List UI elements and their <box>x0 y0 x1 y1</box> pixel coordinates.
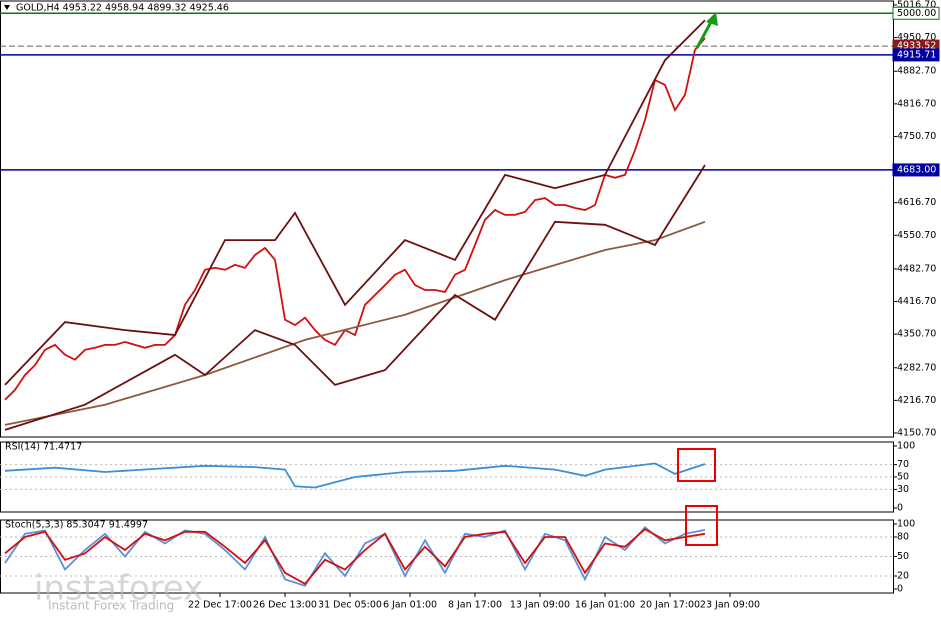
x-tick-label: 8 Jan 17:00 <box>448 600 502 611</box>
indicator-title: RSI(14) 71.4717 <box>5 442 82 453</box>
highlight-box <box>685 505 718 546</box>
price-label: 4915.71 <box>897 49 936 60</box>
y-tick-label: 4550.70 <box>897 230 936 241</box>
y-tick-label: 4950.70 <box>897 32 936 43</box>
chart-title: GOLD,H4 4953.22 4958.94 4899.32 4925.46 <box>16 3 229 14</box>
watermark-tagline: Instant Forex Trading <box>48 599 174 613</box>
price-label: 4683.00 <box>897 164 936 175</box>
x-tick-label: 16 Jan 01:00 <box>575 600 635 611</box>
y-tick-label: 70 <box>897 459 909 470</box>
y-tick-label: 4616.70 <box>897 197 936 208</box>
y-tick-label: 30 <box>897 484 909 495</box>
x-tick-label: 20 Jan 17:00 <box>640 600 700 611</box>
x-tick-label: 22 Dec 17:00 <box>188 600 252 611</box>
series-line <box>4 164 706 431</box>
watermark-brand: instaforex <box>34 569 203 609</box>
y-tick-label: 20 <box>897 571 909 582</box>
series-line <box>4 528 706 585</box>
y-tick-label: 4282.70 <box>897 362 936 373</box>
y-tick-label: 100 <box>897 441 915 452</box>
price-label-box <box>892 163 940 177</box>
x-tick-label: 23 Jan 09:00 <box>700 600 760 611</box>
y-tick-label: 80 <box>897 532 909 543</box>
price-label-box <box>892 48 940 62</box>
y-tick-label: 4750.70 <box>897 131 936 142</box>
arrow-head <box>706 12 718 26</box>
series-line <box>4 37 706 401</box>
series-line <box>4 220 706 426</box>
x-tick-label: 6 Jan 01:00 <box>383 600 437 611</box>
y-tick-label: 0 <box>897 503 903 514</box>
y-tick-label: 4416.70 <box>897 296 936 307</box>
menu-arrow <box>4 5 10 10</box>
series-line <box>4 462 706 489</box>
y-tick-label: 5016.70 <box>897 0 936 11</box>
arrow <box>695 19 714 49</box>
y-tick-label: 4882.70 <box>897 66 936 77</box>
y-tick-label: 50 <box>897 472 909 483</box>
y-tick-label: 50 <box>897 551 909 562</box>
x-tick-label: 13 Jan 09:00 <box>510 600 570 611</box>
y-tick-label: 4216.70 <box>897 395 936 406</box>
highlight-box <box>677 448 716 482</box>
y-tick-label: 4816.70 <box>897 98 936 109</box>
y-tick-label: 4482.70 <box>897 263 936 274</box>
y-tick-label: 100 <box>897 519 915 530</box>
series-line <box>4 19 706 386</box>
price-label: 4933.52 <box>897 41 936 52</box>
x-tick-label: 31 Dec 05:00 <box>318 600 382 611</box>
y-tick-label: 0 <box>897 584 903 595</box>
x-tick-label: 26 Dec 13:00 <box>253 600 317 611</box>
price-label: 5000.00 <box>897 8 936 19</box>
indicator-title: Stoch(5,3,3) 85.3047 91.4997 <box>5 520 148 531</box>
price-label-box <box>892 6 940 20</box>
panel-frame <box>0 0 894 438</box>
y-tick-label: 4350.70 <box>897 329 936 340</box>
y-tick-label: 4150.70 <box>897 428 936 439</box>
